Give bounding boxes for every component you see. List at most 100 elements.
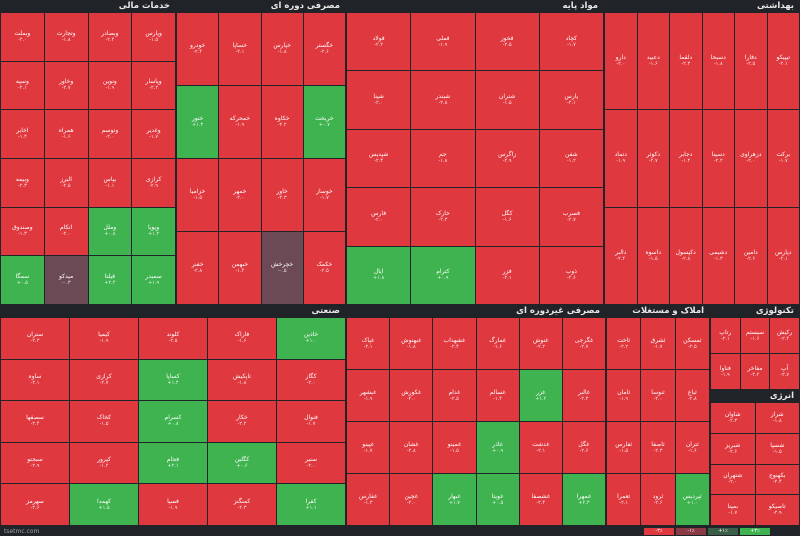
stock-tile[interactable]: تیپیکو -۲.۱ [767,13,799,110]
stock-tile[interactable]: سنیر -۲.۰ [277,442,345,484]
stock-tile[interactable]: کپرور -۱.۲ [70,442,138,484]
stock-tile[interactable]: ثباغ -۲.۸ [675,370,709,421]
stock-tile[interactable]: دزهراوی -۲.۰ [735,110,767,207]
stock-tile[interactable]: وپاسار -۲.۲ [132,61,175,110]
stock-tile[interactable]: کساپا +۱.۴ [139,359,207,401]
stock-tile[interactable]: شتهران -۲.۰ [711,464,755,495]
stock-tile[interactable]: شسپا -۱.۵ [755,433,799,464]
stock-tile[interactable]: پارس -۲.۱ [539,71,603,129]
sector-healthcare[interactable]: بهداشتی دارو -۲.۰ دعبید -۱.۶ دلقما -۲.۳ دسبحا -… [604,0,800,305]
stock-tile[interactable]: خریخت +۰.۷ [303,86,345,158]
stock-tile[interactable]: غفارس -۱.۳ [347,474,390,525]
stock-tile[interactable]: دکوثر -۲.۷ [637,110,669,207]
stock-tile[interactable]: خمحرکه -۱.۹ [219,86,261,158]
stock-tile[interactable]: همراه -۱.۶ [44,110,88,158]
stock-tile[interactable]: وسپه -۲.۱ [1,61,44,110]
stock-tile[interactable]: میدکو -۰.۳ [44,256,88,304]
stock-tile[interactable]: غاذر +۰.۹ [476,422,519,473]
stock-tile[interactable]: سمیدر +۱.۹ [132,256,175,304]
sector-real-estate[interactable]: املاک و مستغلات ثاخت -۲.۲ ثشرق -۱.۷ ثمسکن -۲.… [606,305,710,526]
stock-tile[interactable]: خاور -۲.۳ [261,159,303,231]
stock-tile[interactable]: شبریز -۲.۶ [711,433,755,464]
stock-tile[interactable]: شراز -۱.۸ [755,403,799,433]
stock-tile[interactable]: سصفها -۲.۴ [1,401,69,442]
stock-tile[interactable]: ستران -۲.۳ [1,318,69,359]
stock-tile[interactable]: کگاز -۲.۰ [277,359,345,401]
stock-tile[interactable]: غویتا +۰.۵ [476,474,519,525]
stock-tile[interactable]: ونوین -۱.۹ [88,61,132,110]
stock-tile[interactable]: ثشرق -۱.۷ [641,318,675,369]
stock-tile[interactable]: خکمک -۲.۵ [303,232,345,304]
stock-tile[interactable]: اخابر -۱.۴ [1,110,44,158]
stock-tile[interactable]: غالبر -۲.۳ [562,370,605,421]
stock-tile[interactable]: دعبید -۱.۶ [637,13,669,110]
stock-tile[interactable]: بکهنوج -۲.۴ [755,464,799,495]
stock-tile[interactable]: کسرام +۰.۸ [139,401,207,442]
sector-industrial[interactable]: صنعتی ستران -۲.۳ کیمیا -۱.۹ کلوند -۲.۵ فاراک -۱… [0,305,346,526]
stock-tile[interactable]: فنوال -۱.۷ [277,401,345,442]
stock-tile[interactable]: خاذین +۱.۰ [277,318,345,359]
stock-tile[interactable]: آپ -۲.۷ [770,354,799,389]
stock-tile[interactable]: دفارا -۲.۵ [735,13,767,110]
stock-tile[interactable]: داسوه -۱.۵ [637,207,669,304]
stock-tile[interactable]: ختور +۱.۳ [177,86,219,158]
stock-tile[interactable]: تاصیکو -۲.۹ [755,495,799,525]
stock-tile[interactable]: غسالم -۱.۴ [476,370,519,421]
stock-tile[interactable]: سمگا +۰.۵ [1,256,44,304]
stock-tile[interactable]: خارک -۲.۳ [411,188,475,246]
stock-tile[interactable]: ثاصفا -۲.۳ [641,422,675,473]
stock-tile[interactable]: سیستم -۱.۶ [740,318,770,353]
stock-tile[interactable]: وتجارت -۱.۸ [44,13,88,61]
sector-consumer-noncyclical[interactable]: مصرفی غیردوره ای غپاک -۲.۱ غبهنوش -۱.۸ غشهدا… [346,305,606,526]
stock-tile[interactable]: ثنوسا -۲.۰ [641,370,675,421]
stock-tile[interactable]: وبصادر -۲.۴ [88,13,132,61]
stock-tile[interactable]: سهرمز -۲.۶ [1,484,69,525]
stock-tile[interactable]: غمهرا +۲.۳ [562,474,605,525]
stock-tile[interactable]: کفرا +۱.۱ [277,484,345,525]
stock-tile[interactable]: وپویا +۱.۲ [132,207,175,256]
stock-tile[interactable]: دسینا -۲.۲ [702,110,734,207]
stock-tile[interactable]: خپارس -۱.۸ [261,13,303,85]
stock-tile[interactable]: غدشت -۲.۱ [519,422,562,473]
stock-tile[interactable]: جم -۱.۸ [411,129,475,188]
stock-tile[interactable]: ثاخت -۲.۲ [607,318,641,369]
stock-tile[interactable]: بمپنا -۱.۷ [711,495,755,525]
stock-tile[interactable]: خکار -۲.۲ [208,401,276,442]
stock-tile[interactable]: دسبحا -۱.۸ [702,13,734,110]
stock-tile[interactable]: وخاور -۲.۷ [44,61,88,110]
stock-tile[interactable]: کگل -۱.۶ [475,188,539,246]
stock-tile[interactable]: دجابر -۱.۴ [670,110,702,207]
stock-tile[interactable]: خمهر -۲.۰ [219,159,261,231]
stock-tile[interactable]: غمارگ -۱.۶ [476,318,519,369]
stock-tile[interactable]: دامین -۲.۶ [735,207,767,304]
stock-tile[interactable]: اپال +۱.۸ [347,246,411,304]
stock-tile[interactable]: کمنگنز -۲.۳ [208,484,276,525]
stock-tile[interactable]: شپدیس -۲.۴ [347,129,411,188]
stock-tile[interactable]: دشیمی -۱.۳ [702,207,734,304]
stock-tile[interactable]: کیمیا -۱.۹ [70,318,138,359]
stock-tile[interactable]: خکاوه -۲.۲ [261,86,303,158]
stock-tile[interactable]: فناوا -۱.۹ [711,354,740,389]
stock-tile[interactable]: فارس -۲.۰ [347,188,411,246]
stock-tile[interactable]: ثپردیس +۱.۰ [675,474,709,525]
stock-tile[interactable]: فملی -۱.۹ [411,13,475,71]
stock-tile[interactable]: فسرب -۲.۷ [539,188,603,246]
stock-tile[interactable]: شبندر -۲.۸ [411,71,475,129]
stock-tile[interactable]: ثمسکن -۲.۵ [675,318,709,369]
stock-tile[interactable]: وغدیر -۱.۷ [132,110,175,158]
stock-tile[interactable]: دارو -۲.۰ [605,13,637,110]
stock-tile[interactable]: خگستر -۲.۶ [303,13,345,85]
stock-tile[interactable]: غپینو -۱.۷ [347,422,390,473]
stock-tile[interactable]: ثتران -۱.۶ [675,422,709,473]
sector-financial-services[interactable]: خدمات مالی وبملت -۲.۰ وتجارت -۱.۸ وبصادر -۲.۴… [0,0,176,305]
stock-tile[interactable]: شتران -۱.۵ [475,71,539,129]
stock-tile[interactable]: خچرخش -۰.۵ [261,232,303,304]
stock-tile[interactable]: ساوه -۲.۱ [1,359,69,401]
stock-tile[interactable]: وتوسم -۲.۰ [88,110,132,158]
stock-tile[interactable]: مفاخر -۲.۲ [740,354,770,389]
stock-tile[interactable]: دپارس -۲.۱ [767,207,799,304]
stock-tile[interactable]: کرازی -۲.۷ [70,359,138,401]
stock-tile[interactable]: رتاپ -۲.۱ [711,318,740,353]
stock-tile[interactable]: غشان -۲.۸ [390,422,433,473]
sector-consumer-cyclical[interactable]: مصرفی دوره ای خودرو -۲.۴ خساپا -۲.۱ خپارس -۱.… [176,0,346,305]
